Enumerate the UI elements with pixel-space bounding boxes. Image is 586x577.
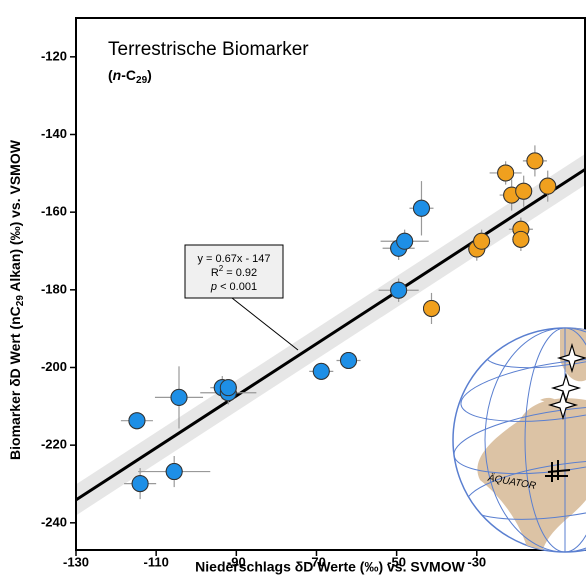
annotation-equation: y = 0.67x - 147	[197, 253, 270, 265]
x-tick-label: -30	[467, 554, 486, 569]
data-point	[539, 177, 557, 195]
x-tick-label: -110	[144, 554, 169, 569]
plot-frame	[75, 17, 586, 551]
data-point	[396, 232, 414, 250]
data-point	[422, 299, 440, 317]
y-tick-label: -180	[41, 281, 67, 296]
data-point	[165, 463, 183, 481]
globe-inset: ÄQUATOR	[452, 327, 586, 553]
data-point	[473, 232, 491, 250]
annotation-box	[184, 244, 284, 299]
y-tick-label: -240	[41, 514, 67, 529]
annotation-p: p < 0.001	[210, 281, 257, 293]
annotation-r2: R2 = 0.92	[211, 264, 257, 279]
data-point	[526, 152, 544, 170]
data-point	[312, 362, 330, 380]
y-tick-label: -200	[41, 359, 67, 374]
data-point	[219, 379, 237, 397]
y-tick-label: -120	[41, 48, 67, 63]
y-tick-label: -140	[41, 126, 67, 141]
data-point	[170, 388, 188, 406]
regression-line	[76, 168, 585, 502]
data-point	[515, 182, 533, 200]
x-tick-label: -50	[387, 554, 406, 569]
data-point	[390, 281, 408, 299]
plot-area	[76, 145, 585, 516]
x-axis-label: Niederschlags δD Werte (‰) vs. SVMOW	[195, 559, 465, 575]
y-tick-label: -160	[41, 204, 67, 219]
annotation-pointer	[231, 297, 299, 351]
y-tick-label: -220	[41, 437, 67, 452]
x-tick-label: -70	[307, 554, 326, 569]
y-axis-label: Biomarker δD Wert (nC29 Alkan) (‰) vs. V…	[7, 139, 26, 460]
data-point	[131, 475, 149, 493]
chart-subtitle: (n-C29)	[108, 67, 152, 86]
data-point	[497, 164, 515, 182]
data-point	[128, 412, 146, 430]
chart-title: Terrestrische Biomarker	[108, 39, 309, 60]
data-point	[412, 199, 430, 217]
x-tick-label: -90	[227, 554, 246, 569]
data-point	[512, 230, 530, 248]
data-point	[340, 351, 358, 369]
x-tick-label: -130	[63, 554, 89, 569]
